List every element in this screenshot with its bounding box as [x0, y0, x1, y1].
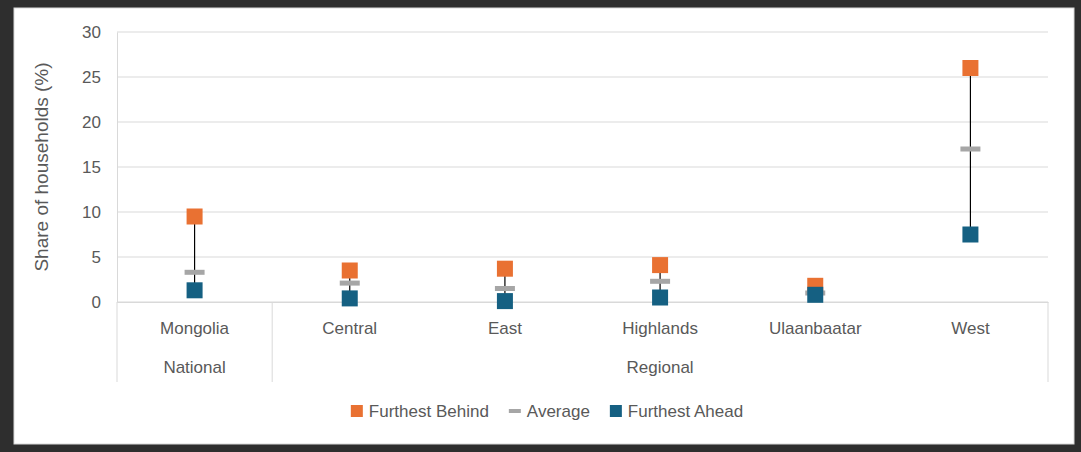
data-point: [650, 279, 670, 284]
legend-label: Furthest Behind: [369, 402, 489, 421]
data-point: [497, 293, 513, 309]
y-tick: 20: [82, 113, 117, 132]
group-label: Regional: [627, 358, 694, 377]
x-tick: Central: [322, 302, 377, 338]
x-axis: Mongolia Central East Highlands Ulaanbaatar W…: [118, 302, 1049, 338]
x-tick-label: Central: [322, 319, 377, 338]
grid-line: [117, 212, 1048, 213]
grid-line: [117, 257, 1048, 258]
data-point: [807, 287, 823, 303]
data-point: [962, 60, 978, 76]
plot-marks: [185, 60, 981, 309]
data-point: [342, 290, 358, 306]
y-tick-label: 20: [82, 113, 101, 132]
group-separator: [1048, 302, 1049, 382]
legend-symbol: [610, 405, 622, 417]
x-tick: Ulaanbaatar: [769, 302, 862, 338]
y-tick: 25: [82, 68, 117, 87]
y-tick: 15: [82, 158, 117, 177]
y-axis: 0 5 10 15 20 25 30: [82, 23, 117, 312]
data-point: [652, 257, 668, 273]
grid-line: [117, 32, 1048, 33]
y-tick-label: 15: [82, 158, 101, 177]
legend-label: Furthest Ahead: [628, 402, 743, 421]
x-tick-label: East: [488, 319, 522, 338]
y-axis-line: [117, 33, 118, 303]
series: [185, 147, 981, 296]
x-tick-label: West: [951, 319, 990, 338]
y-axis-title: Share of households (%): [31, 62, 52, 271]
grid-line: [117, 302, 1048, 303]
x-axis-line: [118, 302, 1049, 303]
legend: Furthest Behind Average Furthest Ahead: [351, 402, 743, 421]
group-label: National: [163, 358, 225, 377]
legend-symbol: [509, 409, 521, 413]
group-separator: [272, 302, 273, 382]
data-point: [187, 282, 203, 298]
data-point: [342, 263, 358, 279]
y-tick-label: 10: [82, 203, 101, 222]
y-tick-label: 30: [82, 23, 101, 42]
y-tick: 5: [92, 248, 117, 267]
x-tick: Highlands: [622, 302, 698, 338]
x-tick-label: Highlands: [622, 319, 698, 338]
legend-item: Furthest Ahead: [610, 402, 743, 421]
legend-item: Average: [509, 402, 590, 421]
data-point: [340, 281, 360, 286]
dumbbell-connector: [194, 217, 195, 291]
grid-line: [117, 167, 1048, 168]
grid: [117, 32, 1048, 302]
series: [187, 227, 979, 310]
x-tick: West: [951, 302, 990, 338]
grid-line: [117, 122, 1048, 123]
group-separators: [117, 302, 1048, 382]
data-point: [495, 286, 515, 291]
data-point: [962, 227, 978, 243]
x-tick-label: Mongolia: [160, 319, 230, 338]
data-point: [497, 261, 513, 277]
y-tick: 30: [82, 23, 117, 42]
y-tick-label: 5: [92, 248, 101, 267]
y-tick-label: 25: [82, 68, 101, 87]
legend-item: Furthest Behind: [351, 402, 489, 421]
chart: 0 5 10 15 20 25 30 Share of households (%) Mongo…: [0, 0, 1081, 452]
data-point: [185, 270, 205, 275]
legend-label: Average: [527, 402, 590, 421]
x-tick-label: Ulaanbaatar: [769, 319, 862, 338]
data-point: [652, 290, 668, 306]
group-separator: [117, 302, 118, 382]
y-tick: 0: [92, 293, 117, 312]
grid-line: [117, 77, 1048, 78]
chart-background: [14, 8, 1074, 444]
legend-symbol: [351, 405, 363, 417]
data-point: [187, 209, 203, 225]
series: [187, 60, 979, 294]
y-tick-label: 0: [92, 293, 101, 312]
x-tick: Mongolia: [160, 302, 230, 338]
y-tick: 10: [82, 203, 117, 222]
data-point: [960, 147, 980, 152]
